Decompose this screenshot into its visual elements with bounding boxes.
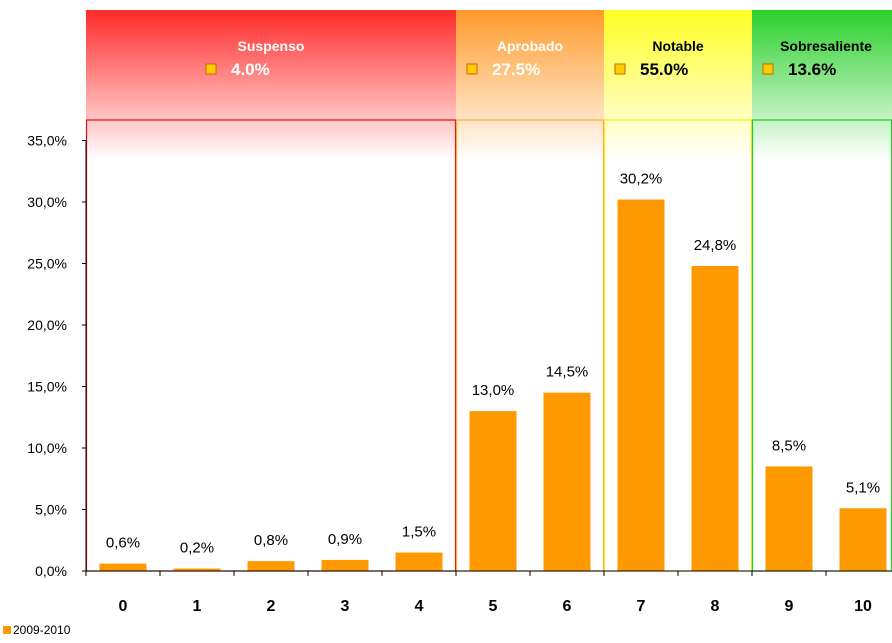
band-header-notable [604,10,752,160]
band-header-aprobado [456,10,604,160]
legend-label: 2009-2010 [13,623,71,637]
bar-7 [617,199,665,572]
data-label-5: 13,0% [472,382,515,399]
band-marker-sobresaliente [762,63,774,75]
x-tick-label: 9 [785,598,794,615]
x-tick-label: 6 [563,598,572,615]
band-outline-suspenso [85,119,457,572]
data-label-3: 0,9% [328,531,362,548]
x-tick-label: 2 [267,598,276,615]
band-name-aprobado: Aprobado [497,38,563,54]
bar-3 [321,559,369,571]
x-tick-label: 7 [637,598,646,615]
band-marker-aprobado [466,63,478,75]
data-label-4: 1,5% [402,524,436,541]
y-tick-label: 5,0% [35,502,67,518]
y-tick-label: 25,0% [27,256,67,272]
data-label-0: 0,6% [106,535,140,552]
y-tick-label: 20,0% [27,317,67,333]
band-marker-suspenso [205,63,217,75]
bar-4 [395,552,443,571]
x-tick-label: 10 [854,598,872,615]
y-tick-label: 10,0% [27,440,67,456]
data-label-6: 14,5% [546,364,589,381]
data-label-2: 0,8% [254,532,288,549]
bar-10 [839,508,887,571]
x-tick-label: 0 [119,598,128,615]
band-percent-suspenso: 4.0% [231,60,270,79]
bar-0 [99,563,147,571]
band-percent-sobresaliente: 13.6% [788,60,836,79]
data-label-10: 5,1% [846,479,880,496]
x-tick-label: 3 [341,598,350,615]
data-label-8: 24,8% [694,237,737,254]
band-name-notable: Notable [652,38,704,54]
bar-5 [469,411,517,571]
legend: 2009-2010 [3,623,71,637]
bar-9 [765,466,813,571]
y-tick-label: 0,0% [35,563,67,579]
bar-1 [173,568,221,571]
y-tick-label: 15,0% [27,379,67,395]
y-axis: 0,0% 5,0% 10,0% 15,0% 20,0% 25,0% 30,0% 35,0% [27,133,87,579]
x-tick-label: 5 [489,598,498,615]
legend-swatch [3,626,11,634]
band-name-sobresaliente: Sobresaliente [780,38,872,54]
bar-2 [247,561,295,571]
band-header-suspenso [86,10,456,160]
data-label-1: 0,2% [180,540,214,557]
bar-8 [691,265,739,571]
y-tick-label: 30,0% [27,194,67,210]
bars: 0,6% 0,2% 0,8% 0,9% 1,5% 13,0% 14,5% 30,2% 24,8%… [99,171,887,572]
y-tick-label: 35,0% [27,133,67,149]
band-header-sobresaliente [752,10,892,160]
x-axis: 0 1 2 3 4 5 6 7 8 9 10 [85,570,892,615]
band-percent-notable: 55.0% [640,60,688,79]
data-label-7: 30,2% [620,171,663,188]
x-tick-label: 4 [415,598,424,615]
band-percent-aprobado: 27.5% [492,60,540,79]
x-tick-label: 8 [711,598,720,615]
data-label-9: 8,5% [772,437,806,454]
x-tick-label: 1 [193,598,202,615]
bar-6 [543,392,591,571]
band-name-suspenso: Suspenso [238,38,305,54]
band-marker-notable [614,63,626,75]
